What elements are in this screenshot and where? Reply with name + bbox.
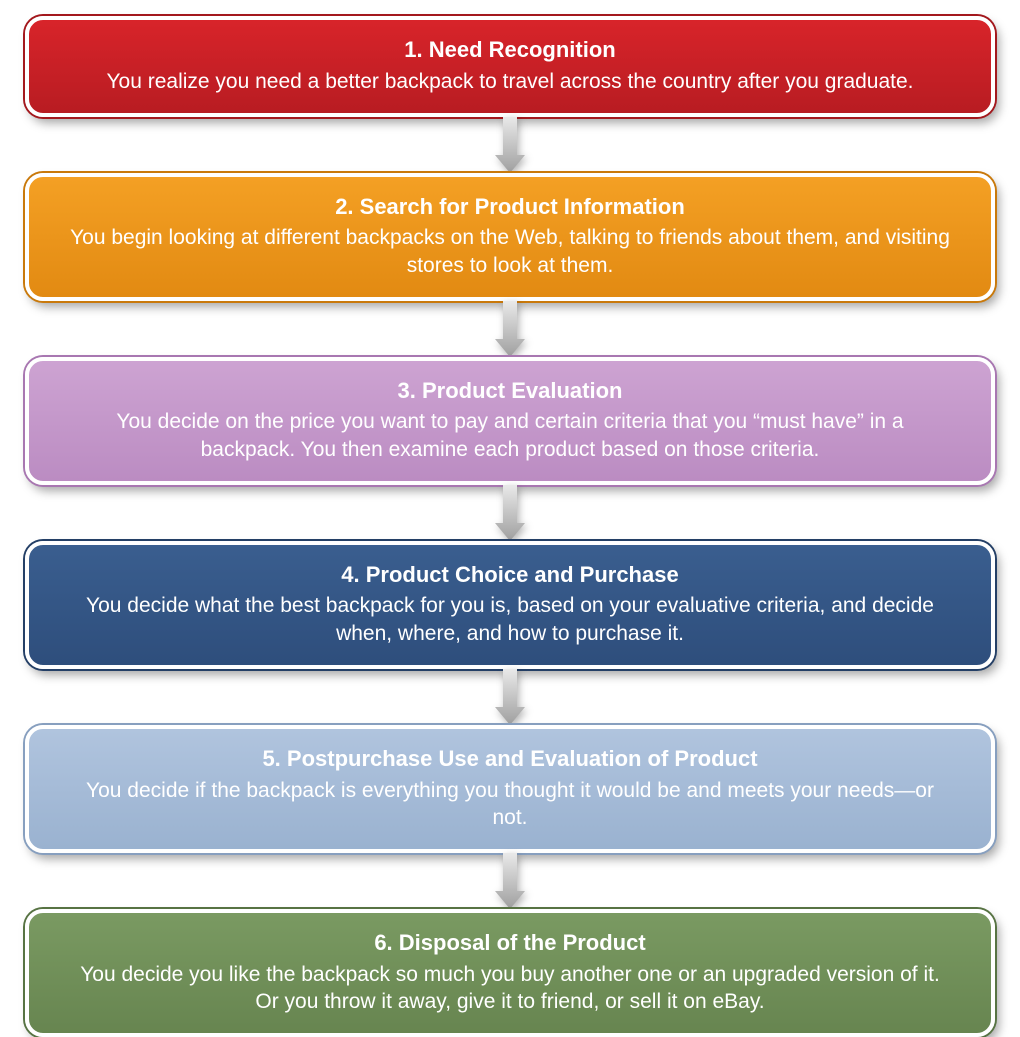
step-box-5: 6. Disposal of the Product You decide yo… xyxy=(25,909,995,1037)
step-box-0: 1. Need Recognition You realize you need… xyxy=(25,16,995,117)
step-title: 6. Disposal of the Product xyxy=(69,929,951,957)
arrow-4 xyxy=(495,853,525,909)
step-desc: You begin looking at different backpacks… xyxy=(69,224,951,279)
arrow-2 xyxy=(495,485,525,541)
step-desc: You decide you like the backpack so much… xyxy=(69,961,951,1016)
arrow-3 xyxy=(495,669,525,725)
step-title: 2. Search for Product Information xyxy=(69,193,951,221)
step-box-3: 4. Product Choice and Purchase You decid… xyxy=(25,541,995,669)
step-desc: You realize you need a better backpack t… xyxy=(69,68,951,95)
step-box-2: 3. Product Evaluation You decide on the … xyxy=(25,357,995,485)
step-title: 1. Need Recognition xyxy=(69,36,951,64)
step-box-4: 5. Postpurchase Use and Evaluation of Pr… xyxy=(25,725,995,853)
step-desc: You decide if the backpack is everything… xyxy=(69,777,951,832)
arrow-0 xyxy=(495,117,525,173)
step-desc: You decide on the price you want to pay … xyxy=(69,408,951,463)
step-title: 3. Product Evaluation xyxy=(69,377,951,405)
step-box-1: 2. Search for Product Information You be… xyxy=(25,173,995,301)
step-desc: You decide what the best backpack for yo… xyxy=(69,592,951,647)
step-title: 4. Product Choice and Purchase xyxy=(69,561,951,589)
arrow-1 xyxy=(495,301,525,357)
step-title: 5. Postpurchase Use and Evaluation of Pr… xyxy=(69,745,951,773)
